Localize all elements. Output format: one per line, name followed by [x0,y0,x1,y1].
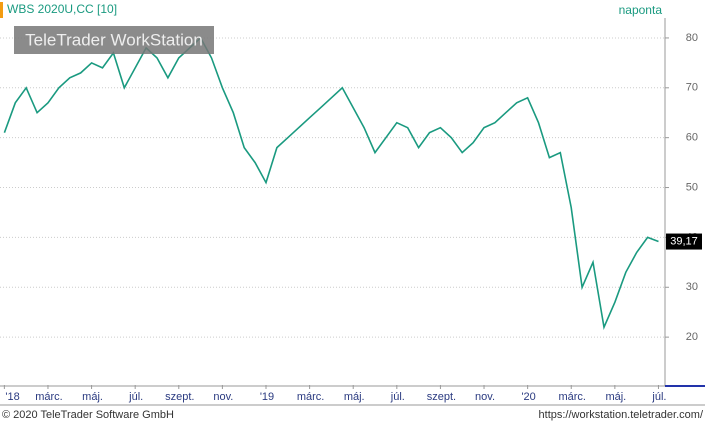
x-tick-label: máj. [344,391,365,403]
y-tick-label: 50 [686,181,698,193]
x-tick-label: máj. [605,391,626,403]
plot: 20304050607080'18márc.máj.júl.szept.nov.… [0,32,702,403]
x-tick-label: márc. [558,391,586,403]
x-tick-label: júl. [390,391,405,403]
y-tick-label: 20 [686,331,698,343]
watermark-box [14,26,214,54]
y-tick-label: 60 [686,132,698,144]
x-tick-label: júl. [651,391,666,403]
copyright: © 2020 TeleTrader Software GmbH [2,409,174,421]
x-tick-label: '18 [5,391,19,403]
x-tick-label: '19 [260,391,274,403]
x-tick-label: máj. [82,391,103,403]
watermark: TeleTrader WorkStation [25,30,203,49]
x-tick-label: szept. [427,391,456,403]
x-tick-label: júl. [128,391,143,403]
x-tick-label: márc. [35,391,63,403]
url: https://workstation.teletrader.com/ [539,409,704,421]
x-tick-label: nov. [475,391,495,403]
price-tag: 39,17 [670,235,698,247]
title-marker [0,2,3,18]
y-tick-label: 80 [686,32,698,44]
chart-title: WBS 2020U,CC [10] [7,2,117,16]
x-tick-label: márc. [297,391,325,403]
y-tick-label: 30 [686,281,698,293]
x-tick-label: szept. [165,391,194,403]
interval-label: naponta [619,3,663,17]
price-tag-box [666,233,702,250]
y-tick-label: 70 [686,82,698,94]
x-tick-label: nov. [213,391,233,403]
x-tick-label: '20 [521,391,535,403]
